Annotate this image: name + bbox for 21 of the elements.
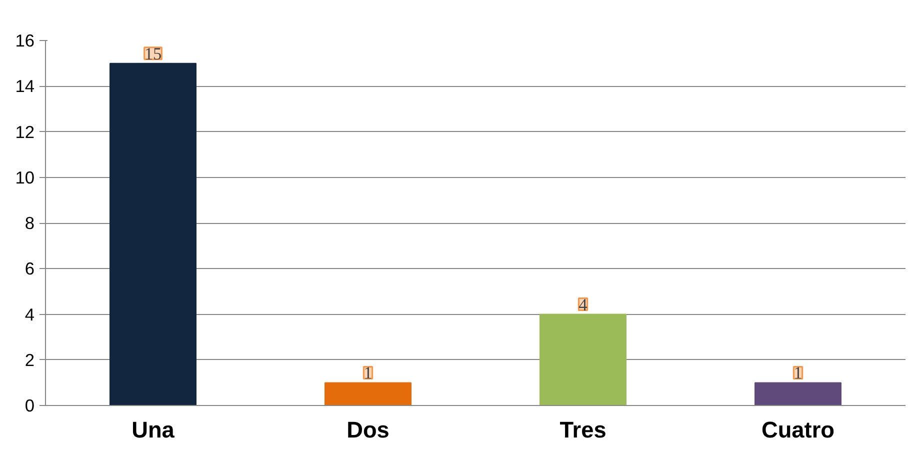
x-tick-label: Una bbox=[132, 416, 175, 442]
bar bbox=[540, 314, 626, 406]
y-tick-label: 16 bbox=[15, 30, 35, 50]
y-tick-label: 8 bbox=[24, 213, 35, 233]
bar bbox=[324, 382, 412, 406]
y-tick-label: 0 bbox=[24, 396, 35, 416]
y-tick-label: 2 bbox=[24, 350, 35, 370]
bar bbox=[754, 382, 842, 406]
x-tick-label: Dos bbox=[346, 416, 390, 442]
data-label: 4 bbox=[578, 295, 588, 314]
bar bbox=[110, 62, 196, 406]
x-tick-label: Cuatro bbox=[762, 416, 835, 442]
y-tick-label: 6 bbox=[24, 258, 35, 279]
y-tick-label: 4 bbox=[24, 304, 35, 324]
data-label: 15 bbox=[144, 44, 162, 64]
data-label: 1 bbox=[364, 364, 372, 383]
x-tick-label: Tres bbox=[560, 416, 606, 442]
y-tick-label: 14 bbox=[15, 76, 35, 96]
data-label: 1 bbox=[794, 364, 802, 383]
y-tick-label: 10 bbox=[15, 167, 35, 188]
y-tick-label: 12 bbox=[15, 122, 35, 142]
